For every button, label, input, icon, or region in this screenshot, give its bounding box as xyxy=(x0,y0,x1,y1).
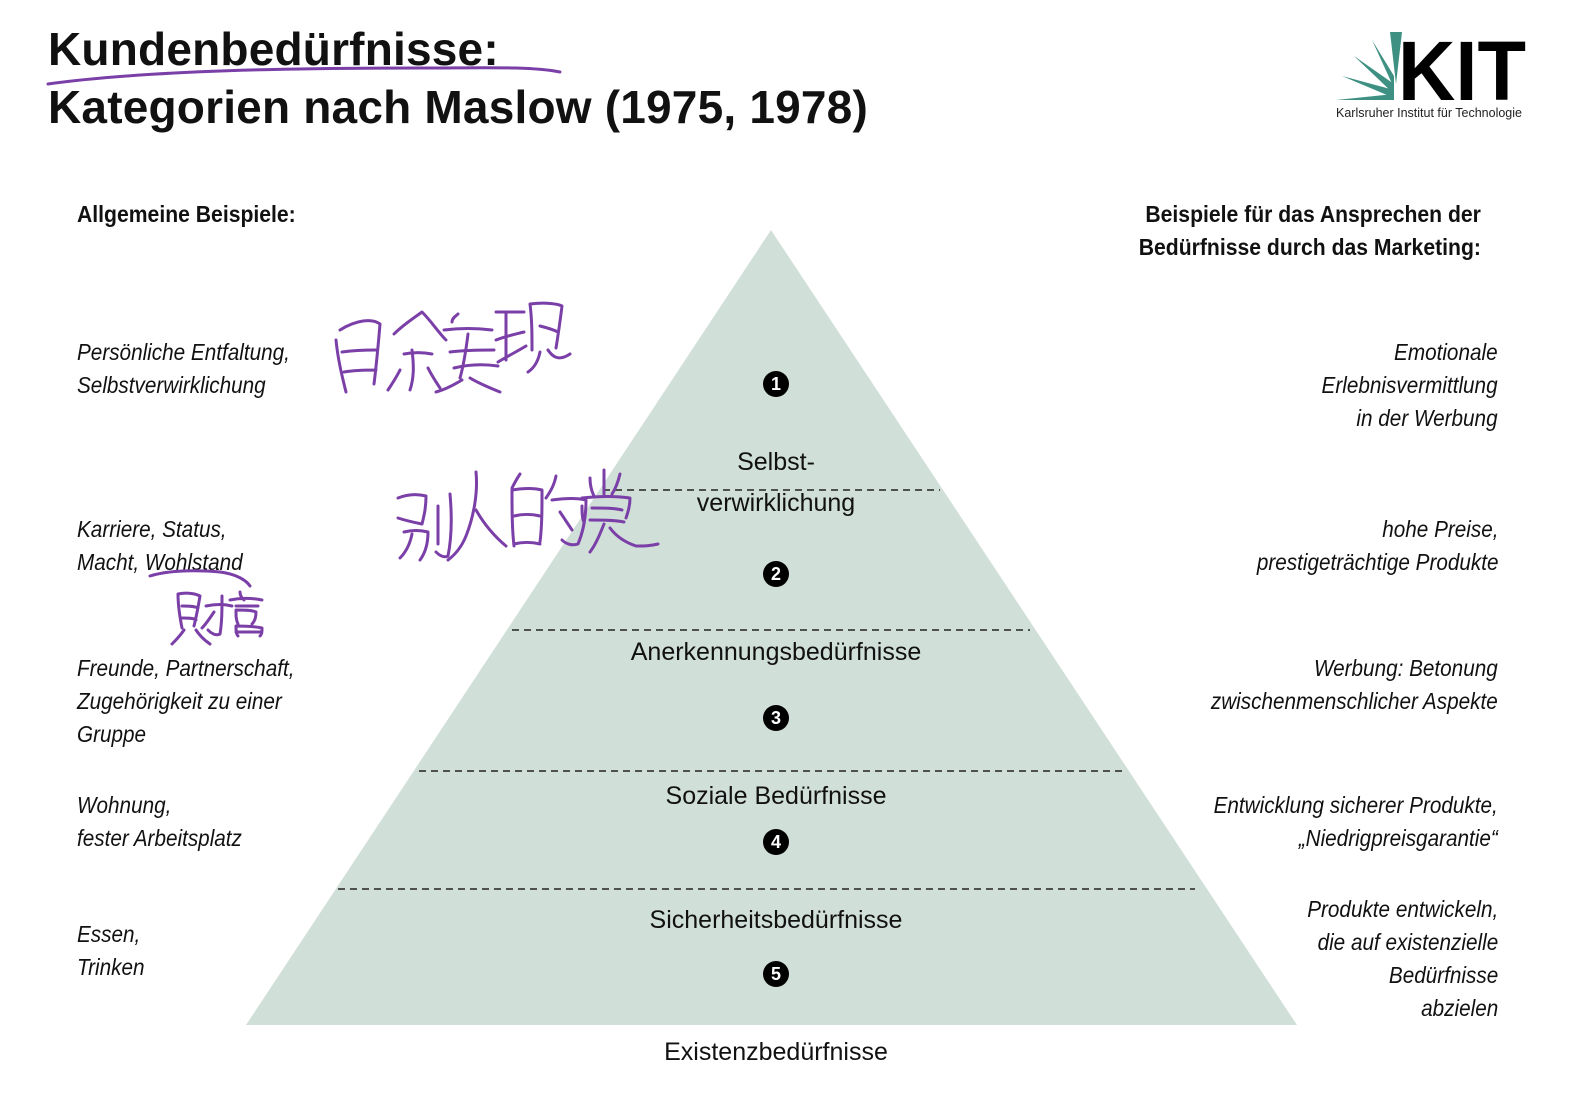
heading-general-examples: Allgemeine Beispiele: xyxy=(77,201,296,227)
kit-logo-mark: KIT xyxy=(1336,28,1526,104)
marketing-example-2: hohe Preise, prestigeträchtige Produkte xyxy=(1256,516,1498,575)
level-label: Sicherheitsbedürfnisse xyxy=(649,906,903,934)
marketing-example-5: Produkte entwickeln, die auf existenziel… xyxy=(1306,896,1498,1021)
heading-marketing-line: Bedürfnisse durch das Marketing: xyxy=(1138,234,1481,260)
general-example-5: Essen, Trinken xyxy=(77,921,145,980)
pyramid-level-5: 5 Existenzbedürfnisse xyxy=(576,920,976,1114)
pyramid-level-1: 1 Selbst- verwirklichung xyxy=(576,330,976,565)
level-label: Anerkennungsbedürfnisse xyxy=(630,638,922,666)
level-number-badge: 3 xyxy=(763,705,789,731)
pyramid-shape xyxy=(246,230,1297,1025)
pyramid-level-4: 4 Sicherheitsbedürfnisse xyxy=(576,788,976,982)
logo-fan xyxy=(1336,32,1402,100)
marketing-example-4: Entwicklung sicherer Produkte, „Niedrigp… xyxy=(1213,792,1498,851)
general-example-4: Wohnung, fester Arbeitsplatz xyxy=(77,792,242,851)
pyramid-level-2: 2 Anerkennungsbedürfnisse xyxy=(576,520,976,714)
marketing-example-1: Emotionale Erlebnisvermittlung in der We… xyxy=(1321,339,1498,431)
pyramid-level-3: 3 Soziale Bedürfnisse xyxy=(576,664,976,858)
level-number-badge: 1 xyxy=(763,371,789,397)
heading-marketing-examples: Beispiele für das Ansprechen der Bedürfni… xyxy=(1139,198,1481,264)
general-example-3: Freunde, Partnerschaft, Zugehörigkeit zu… xyxy=(77,655,295,747)
marketing-example-3: Werbung: Betonung zwischenmenschlicher A… xyxy=(1211,655,1498,714)
general-example-1: Persönliche Entfaltung, Selbstverwirklic… xyxy=(77,339,290,398)
maslow-pyramid xyxy=(246,230,1297,1025)
logo-subtitle: Karlsruher Institut für Technologie xyxy=(1336,106,1522,120)
heading-marketing-line: Beispiele für das Ansprechen der xyxy=(1145,201,1481,227)
level-label: Soziale Bedürfnisse xyxy=(665,782,887,810)
kit-logo: KIT Karlsruher Institut für Technologie xyxy=(1332,28,1532,122)
slide-title: Kundenbedürfnisse: Kategorien nach Maslo… xyxy=(48,20,868,136)
level-number-badge: 2 xyxy=(763,561,789,587)
level-number-badge: 4 xyxy=(763,829,789,855)
general-example-2: Karriere, Status, Macht, Wohlstand xyxy=(77,516,243,575)
level-number-badge: 5 xyxy=(763,961,789,987)
level-label: Existenzbedürfnisse xyxy=(664,1038,888,1066)
level-label: Selbst- verwirklichung xyxy=(696,448,856,517)
title-line-2: Kategorien nach Maslow (1975, 1978) xyxy=(48,81,868,133)
logo-letters: KIT xyxy=(1398,28,1526,104)
